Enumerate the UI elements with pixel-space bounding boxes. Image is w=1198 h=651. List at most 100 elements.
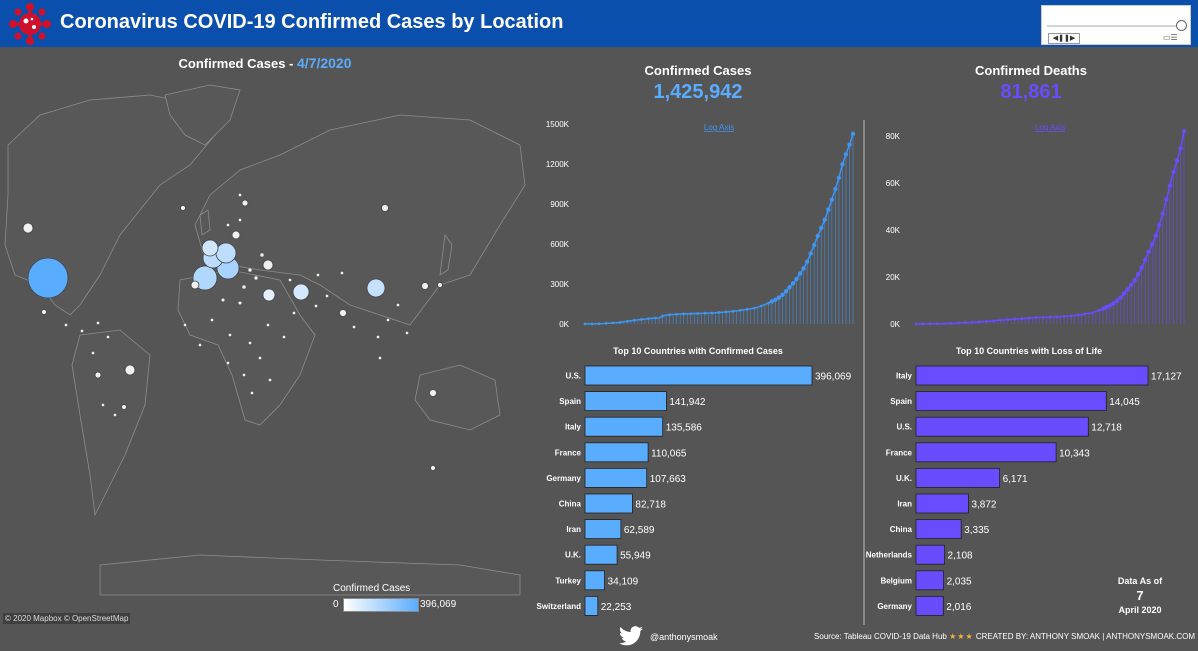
cases-line-point[interactable] — [696, 312, 700, 315]
cases-line-point[interactable] — [783, 289, 789, 294]
deaths-line-point[interactable] — [1104, 305, 1109, 310]
deaths-bar-bar[interactable] — [915, 391, 1107, 411]
deaths-line-point[interactable] — [1121, 291, 1127, 296]
cases-bar-bar[interactable] — [584, 544, 618, 565]
bubble-brazil[interactable] — [124, 364, 136, 376]
deaths-line-point[interactable] — [1107, 303, 1113, 308]
cases-line-point[interactable] — [724, 310, 728, 314]
cases-line-point[interactable] — [745, 307, 749, 311]
cases-line-point[interactable] — [801, 266, 806, 271]
cases-line-point[interactable] — [822, 217, 827, 222]
cases-bar-bar[interactable] — [584, 570, 605, 591]
bubble-iceland[interactable] — [180, 205, 186, 211]
deaths-line-point[interactable] — [928, 322, 932, 326]
deaths-line-point[interactable] — [1143, 257, 1148, 263]
cases-line-point[interactable] — [773, 297, 778, 302]
cases-line-point[interactable] — [604, 321, 608, 325]
deaths-line-point[interactable] — [1114, 298, 1120, 303]
cases-bar-bar[interactable] — [584, 442, 649, 463]
cases-line-point[interactable] — [675, 312, 679, 316]
deaths-line-point[interactable] — [1132, 277, 1137, 283]
deaths-line-point[interactable] — [1083, 312, 1087, 316]
cases-line-point[interactable] — [611, 321, 615, 325]
deaths-line-point[interactable] — [1167, 183, 1173, 188]
cases-bar-bar[interactable] — [584, 595, 599, 616]
deaths-line-point[interactable] — [1097, 308, 1101, 312]
world-map[interactable] — [0, 75, 530, 615]
deaths-line-point[interactable] — [1100, 306, 1106, 312]
cases-line-point[interactable] — [776, 295, 782, 300]
top-deaths-bar-chart[interactable]: Top 10 Countries with Loss of Life Italy 1… — [866, 340, 1191, 625]
cases-line-point[interactable] — [840, 162, 845, 167]
slider-thumb[interactable] — [1176, 20, 1187, 31]
deaths-line-point[interactable] — [1150, 241, 1155, 247]
bubble-australia[interactable] — [429, 389, 437, 397]
deaths-bar-bar[interactable] — [915, 544, 946, 565]
deaths-bar-bar[interactable] — [915, 365, 1149, 386]
bubble-uk[interactable] — [201, 239, 219, 257]
deaths-line-point[interactable] — [1013, 317, 1017, 321]
deaths-line-point[interactable] — [971, 320, 974, 324]
deaths-line-point[interactable] — [935, 322, 939, 326]
cases-bar-bar[interactable] — [584, 467, 648, 488]
cases-line-point[interactable] — [717, 311, 721, 314]
cases-line-point[interactable] — [797, 271, 803, 276]
deaths-line-point[interactable] — [1027, 316, 1031, 320]
deaths-line-point[interactable] — [1041, 315, 1045, 319]
cases-line-point[interactable] — [769, 299, 775, 304]
deaths-bar-bar[interactable] — [915, 519, 962, 540]
cases-line-point[interactable] — [647, 317, 650, 321]
cases-line-point[interactable] — [780, 292, 785, 298]
bubble-korea[interactable] — [421, 282, 429, 290]
deaths-line-point[interactable] — [1128, 282, 1134, 288]
deaths-line-point[interactable] — [1139, 265, 1144, 270]
cases-line-point[interactable] — [654, 316, 657, 320]
deaths-line-point[interactable] — [1048, 315, 1052, 319]
cases-line-point[interactable] — [766, 301, 770, 305]
bubble-scandinavia[interactable] — [241, 199, 249, 207]
deaths-line-point[interactable] — [1034, 316, 1038, 320]
twitter-handle[interactable]: @anthonysmoak — [650, 632, 718, 642]
cases-line-point[interactable] — [738, 308, 742, 312]
next-icon[interactable]: ▶ — [1069, 35, 1076, 42]
deaths-bar-bar[interactable] — [915, 570, 945, 591]
bubble-mexico[interactable] — [41, 309, 47, 315]
deaths-line-point[interactable] — [1178, 146, 1183, 151]
bubble-mongolia[interactable] — [381, 204, 389, 212]
deaths-line-log-axis-link[interactable]: Log Axis — [1035, 123, 1065, 132]
cases-line-point[interactable] — [710, 311, 714, 315]
cases-line-point[interactable] — [847, 142, 852, 147]
deaths-bar-bar[interactable] — [915, 416, 1089, 437]
bubble-norway[interactable] — [231, 230, 241, 240]
deaths-line-point[interactable] — [1181, 129, 1187, 134]
deaths-line-point[interactable] — [1055, 315, 1059, 319]
deaths-line-point[interactable] — [1125, 287, 1130, 292]
cases-line-point[interactable] — [850, 131, 856, 137]
deaths-line-point[interactable] — [1118, 295, 1123, 300]
cases-line-point[interactable] — [815, 233, 820, 239]
deaths-line-point[interactable] — [1076, 313, 1080, 317]
cases-line-point[interactable] — [689, 312, 693, 316]
cases-line-point[interactable] — [787, 285, 792, 290]
deaths-bar-bar[interactable] — [915, 442, 1057, 463]
cases-line-point[interactable] — [583, 322, 587, 326]
cases-line-point[interactable] — [625, 319, 629, 323]
deaths-line-point[interactable] — [942, 322, 946, 325]
deaths-line-point[interactable] — [949, 321, 953, 325]
bubble-iran[interactable] — [292, 283, 310, 301]
cases-line-point[interactable] — [703, 311, 707, 315]
cases-line-point[interactable] — [632, 318, 636, 322]
bubble-canada[interactable] — [22, 222, 34, 234]
cases-line-point[interactable] — [812, 242, 817, 248]
source-text[interactable]: Source: Tableau COVID-19 Data Hub — [814, 632, 947, 641]
deaths-line-point[interactable] — [1174, 158, 1180, 163]
deaths-line-point[interactable] — [1006, 318, 1010, 322]
bubble-chile[interactable] — [94, 371, 102, 379]
bubble-japan[interactable] — [437, 282, 443, 288]
cases-bar-bar[interactable] — [584, 365, 813, 386]
cases-line-point[interactable] — [597, 322, 601, 326]
cases-line-point[interactable] — [836, 175, 842, 181]
cases-line-point[interactable] — [833, 186, 838, 192]
prev-icon[interactable]: ◀ — [1052, 35, 1059, 42]
cases-line-point[interactable] — [661, 314, 664, 318]
